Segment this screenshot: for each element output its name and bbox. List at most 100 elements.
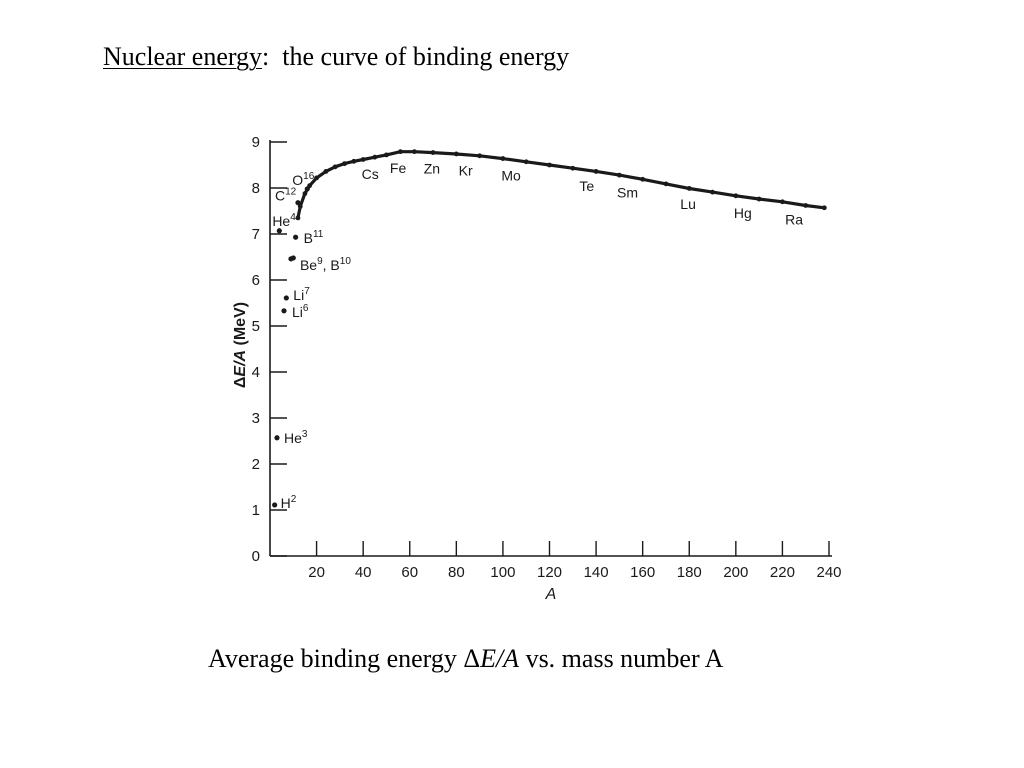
curve-point (302, 191, 308, 196)
isotope-label: B11 (304, 229, 324, 246)
element-label: Sm (617, 185, 638, 201)
isotope-label: Be9, B10 (300, 256, 351, 273)
caption-text: Average binding energy Δ (208, 644, 481, 673)
y-tick-label: 2 (252, 456, 260, 473)
slide-title-subtitle: : the curve of binding energy (262, 42, 570, 71)
isotope-mass-number: 6 (303, 303, 309, 314)
isotope-mass-number: 7 (304, 286, 310, 297)
y-axis-label-part: E/A (232, 350, 249, 377)
isotope-label: O16 (292, 171, 314, 188)
isotope-mass-number: 12 (285, 187, 297, 198)
curve-point (500, 156, 506, 161)
slide-title-topic: Nuclear energy (103, 42, 263, 71)
curve-point (570, 165, 576, 171)
isotope-mass-number: 16 (303, 171, 315, 182)
y-axis-label-part: Δ (232, 377, 249, 389)
isotope-label: C12 (275, 187, 297, 204)
isotope-point (295, 200, 301, 206)
curve-point (477, 153, 483, 159)
isotope-point (290, 255, 296, 261)
curve-point (412, 149, 417, 155)
curve-point (710, 189, 715, 195)
curve-point (295, 215, 301, 221)
y-axis-label-part: (MeV) (232, 302, 249, 350)
curve-point (351, 158, 357, 164)
x-tick-label: 200 (723, 564, 748, 581)
curve-point (332, 164, 338, 170)
element-label-layer: Cs Fe Zn Kr Mo Te Sm Lu Hg Ra (362, 160, 804, 227)
isotope-mass-number: 10 (340, 256, 352, 267)
element-label: Mo (501, 168, 521, 184)
y-tick-label: 5 (252, 318, 260, 335)
isotope-mass-number: 2 (291, 494, 297, 505)
x-tick-label: 100 (490, 564, 515, 581)
x-tick-label: 20 (308, 564, 325, 581)
isotope-point (281, 308, 287, 314)
isotope-symbol: Li (293, 287, 304, 303)
curve-point (756, 196, 762, 202)
isotope-symbol: , (323, 257, 331, 273)
curve-point (733, 193, 739, 199)
isotope-symbol: C (275, 188, 285, 204)
y-tick-label: 9 (252, 134, 260, 151)
element-label: Fe (390, 160, 407, 176)
caption-ratio-symbol: E/A (480, 644, 520, 673)
isotope-point (304, 186, 310, 192)
isotope-symbol: B (304, 230, 313, 246)
element-label: Cs (362, 166, 379, 182)
isotope-symbol: He (284, 430, 302, 446)
curve-point (686, 186, 692, 191)
curve-point (453, 151, 459, 157)
y-tick-label: 4 (252, 364, 260, 381)
isotope-symbol: O (292, 172, 303, 188)
y-tick-label: 1 (252, 502, 260, 519)
curve-point (780, 199, 785, 205)
isotope-point (274, 435, 280, 441)
isotope-symbol: He (272, 213, 290, 229)
isotope-point (293, 234, 299, 240)
isotope-symbol: Li (292, 304, 303, 320)
isotope-point (283, 295, 289, 301)
isotope-symbol: Be (300, 257, 317, 273)
isotope-mass-number: 9 (317, 256, 323, 267)
y-tick-label: 3 (252, 410, 260, 427)
x-tick-label: 120 (537, 564, 562, 581)
element-label: Zn (424, 161, 440, 177)
curve-point (297, 204, 303, 209)
x-tick-label: 60 (401, 564, 418, 581)
curve-point (547, 162, 552, 168)
y-tick-label: 6 (252, 272, 260, 289)
y-tick-label: 0 (252, 548, 260, 565)
isotope-mass-number: 11 (313, 229, 324, 240)
element-label: Kr (459, 163, 473, 179)
slide-caption: Average binding energy ΔE/A vs. mass num… (208, 642, 723, 676)
caption-text-end: vs. mass number A (519, 644, 724, 673)
curve-point (314, 175, 319, 181)
curve-point (360, 157, 366, 162)
isotope-label: He4 (272, 212, 296, 229)
curve-point (384, 152, 389, 158)
curve-point (821, 205, 827, 211)
element-label: Ra (785, 212, 803, 228)
curve-point (616, 172, 622, 178)
curve-point (372, 154, 378, 160)
isotope-point (272, 502, 278, 508)
isotope-label: Li6 (292, 303, 309, 320)
slide-title: Nuclear energy: the curve of binding ene… (103, 40, 569, 74)
isotope-mass-number: 3 (302, 429, 308, 440)
x-tick-label: 40 (355, 564, 372, 581)
x-tick-label: 140 (584, 564, 609, 581)
y-axis-label: ΔE/A (MeV) (232, 302, 249, 388)
element-label: Lu (680, 196, 696, 212)
x-tick-label: 80 (448, 564, 465, 581)
isotope-label: He3 (284, 429, 308, 446)
isotope-label: H2 (281, 494, 297, 511)
isotope-symbol: B (330, 257, 339, 273)
curve-point (593, 169, 599, 174)
isotope-point (276, 228, 282, 234)
isotope-label: Li7 (293, 286, 310, 303)
curve-point (430, 150, 436, 155)
